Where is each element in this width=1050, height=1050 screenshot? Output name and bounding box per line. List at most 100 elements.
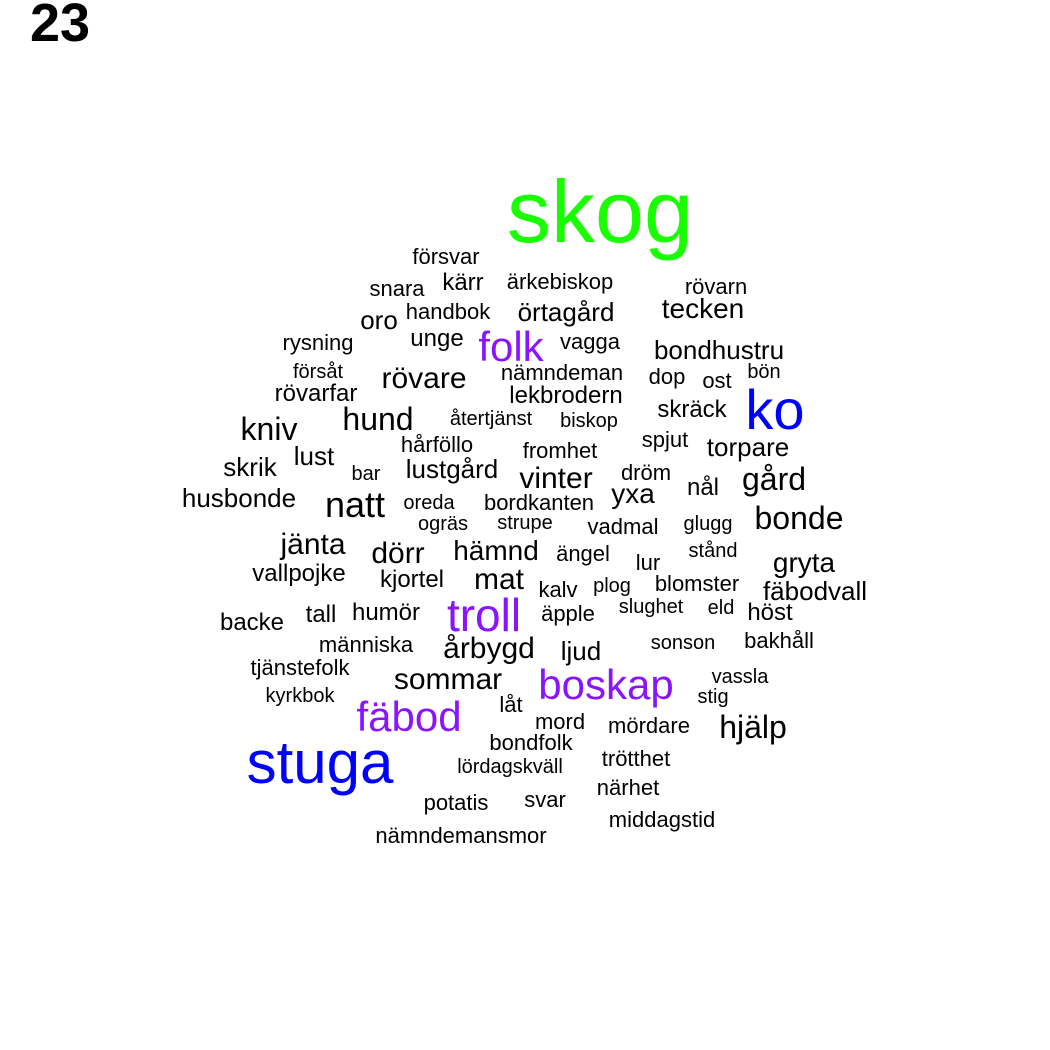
word-cloud-word: dörr — [371, 537, 425, 570]
word-cloud-word: unge — [410, 325, 464, 352]
word-cloud-word: stånd — [688, 540, 738, 562]
word-cloud-word: hjälp — [719, 709, 787, 745]
word-cloud-word: skräck — [657, 396, 727, 423]
word-cloud-word: rövarfar — [274, 380, 358, 407]
word-cloud-word: troll — [446, 589, 522, 641]
word-cloud-word: hund — [342, 401, 414, 437]
word-cloud-word: ljud — [560, 636, 602, 666]
word-cloud-word: återtjänst — [449, 408, 533, 430]
word-cloud-word: vallpojke — [252, 560, 346, 587]
word-cloud-word: rövare — [381, 362, 467, 395]
word-cloud-word: middagstid — [608, 807, 716, 832]
page-title: 23 — [30, 0, 91, 53]
word-cloud-word: eld — [707, 597, 735, 619]
word-cloud-word: hårföllo — [400, 432, 474, 457]
word-cloud-word: vinter — [519, 462, 593, 495]
word-cloud-word: blomster — [654, 571, 740, 596]
word-cloud-word: slughet — [618, 596, 684, 618]
word-cloud-word: folk — [478, 323, 544, 370]
word-cloud-word: låt — [499, 692, 523, 717]
word-cloud-word: fromhet — [522, 438, 598, 463]
word-cloud-word: skrik — [223, 452, 277, 482]
word-cloud-word: svar — [524, 787, 566, 812]
word-cloud-word: mat — [473, 563, 525, 596]
word-cloud-word: vassla — [711, 666, 769, 688]
word-cloud-word: bondfolk — [489, 730, 573, 755]
word-cloud-word: sommar — [393, 663, 503, 696]
word-cloud-word: stuga — [246, 729, 394, 796]
word-cloud-word: äpple — [541, 601, 595, 626]
word-cloud-word: rövarn — [684, 274, 748, 299]
word-cloud-word: torpare — [706, 432, 790, 462]
word-cloud-word: backe — [219, 609, 285, 636]
word-cloud-word: årbygd — [443, 632, 535, 665]
word-cloud-word: bordkanten — [483, 490, 595, 515]
word-cloud-word: potatis — [423, 790, 489, 815]
word-cloud-word: lördagskväll — [457, 756, 563, 778]
word-cloud-word: stig — [697, 686, 729, 708]
word-cloud-word: bondhustru — [653, 335, 785, 365]
word-cloud-word: humör — [351, 599, 421, 626]
word-cloud-word: spjut — [641, 427, 689, 452]
word-cloud-word: kniv — [240, 411, 298, 447]
word-cloud-word: oro — [360, 305, 398, 335]
word-cloud-word: kärr — [442, 269, 484, 296]
word-cloud-word: kalv — [538, 577, 578, 602]
word-cloud-word: fäbod — [356, 693, 462, 740]
word-cloud-word: höst — [747, 599, 793, 626]
word-cloud-word: örtagård — [517, 297, 615, 327]
word-cloud-word: mördare — [608, 713, 690, 738]
word-cloud-word: lur — [635, 550, 661, 575]
word-cloud-word: strupe — [497, 512, 553, 534]
word-cloud-word: plog — [593, 575, 631, 597]
word-cloud-word: ärkebiskop — [506, 269, 614, 294]
word-cloud-word: dröm — [620, 460, 672, 485]
word-cloud-word: ängel — [556, 541, 610, 566]
word-cloud-word: bön — [747, 361, 781, 383]
word-cloud-word: skog — [507, 162, 693, 261]
word-cloud-word: oreda — [403, 492, 455, 514]
word-cloud-word: kyrkbok — [265, 685, 335, 707]
word-cloud-word: nämndeman — [500, 360, 624, 385]
word-cloud-word: husbonde — [181, 483, 297, 513]
word-cloud-word: människa — [318, 632, 414, 657]
word-cloud-word: glugg — [683, 513, 733, 535]
word-cloud-word: försåt — [292, 361, 344, 383]
word-cloud-word: tecken — [661, 293, 745, 324]
word-cloud-word: vagga — [560, 329, 620, 354]
word-cloud-word: snara — [369, 276, 425, 301]
word-cloud-word: lekbrodern — [509, 382, 623, 409]
word-cloud-word: dop — [648, 364, 686, 389]
word-cloud-word: rysning — [282, 330, 354, 355]
word-cloud-word: yxa — [611, 478, 655, 509]
word-cloud-word: biskop — [560, 410, 618, 432]
word-cloud-word: vadmal — [587, 514, 659, 539]
word-cloud-word: hämnd — [453, 535, 539, 566]
word-cloud-word: kjortel — [379, 566, 445, 593]
word-cloud-word: ost — [702, 368, 732, 393]
word-cloud-word: mord — [534, 709, 586, 734]
word-cloud-word: ko — [745, 378, 805, 441]
word-cloud-word: boskap — [538, 661, 674, 708]
word-cloud-word: gryta — [772, 547, 836, 578]
word-cloud-word: nämndemansmor — [375, 823, 547, 848]
word-cloud-word: fäbodvall — [762, 576, 868, 606]
word-cloud-word: närhet — [596, 775, 660, 800]
word-cloud-word: gård — [741, 461, 807, 497]
word-cloud-word: trötthet — [601, 746, 671, 771]
word-cloud-word: tall — [305, 601, 337, 628]
word-cloud-word: tjänstefolk — [250, 655, 350, 680]
word-cloud-word: försvar — [412, 244, 480, 269]
word-cloud-word: bonde — [754, 500, 844, 536]
word-cloud-word: nål — [686, 474, 720, 501]
word-cloud-word: sonson — [650, 632, 716, 654]
word-cloud-word: bakhåll — [744, 628, 814, 653]
word-cloud-word: handbok — [405, 299, 491, 324]
word-cloud-word: lust — [293, 441, 335, 471]
word-cloud-word: jänta — [280, 528, 346, 561]
word-cloud-word: bar — [351, 463, 381, 485]
word-cloud-word: natt — [324, 484, 386, 525]
word-cloud-word: ogräs — [417, 513, 469, 535]
word-cloud-word: lustgård — [405, 454, 499, 484]
